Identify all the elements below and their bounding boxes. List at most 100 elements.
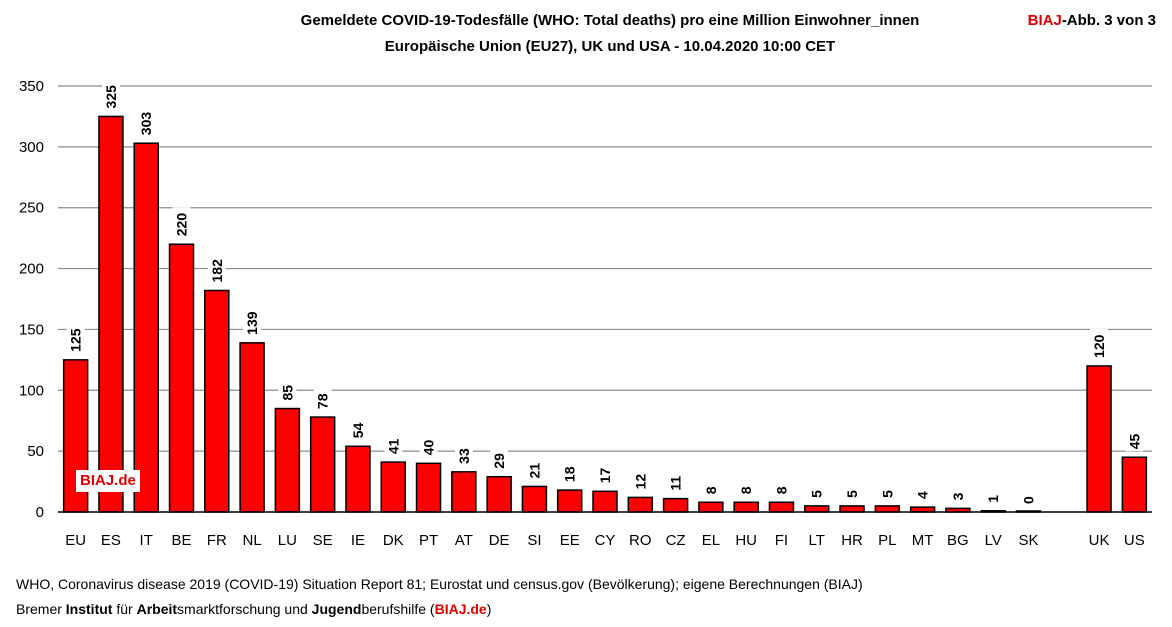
value-label: 8 [703, 486, 719, 494]
y-tick-label: 200 [19, 261, 44, 278]
bar [521, 485, 548, 513]
value-label: 21 [526, 463, 542, 479]
category-label: PL [878, 532, 896, 549]
value-label-bg [807, 486, 826, 500]
y-tick-label: 150 [19, 321, 44, 338]
y-tick-label: 250 [19, 200, 44, 217]
value-label: 0 [1020, 496, 1036, 504]
category-label: UK [1089, 532, 1110, 549]
bar [556, 489, 583, 513]
value-label: 5 [879, 490, 895, 498]
category-label: EL [702, 532, 720, 549]
value-label-bg [701, 483, 720, 497]
bar [168, 243, 195, 513]
value-label: 220 [174, 213, 190, 237]
bar [874, 505, 901, 513]
value-label: 325 [103, 85, 119, 109]
bar [662, 497, 689, 513]
value-label-bg [737, 483, 756, 497]
watermark-brand: BIAJ.de [76, 470, 140, 492]
category-label: BG [947, 532, 969, 549]
category-label: AT [455, 532, 473, 549]
value-label: 303 [138, 112, 154, 136]
value-label-bg [913, 488, 932, 502]
category-label: SK [1018, 532, 1038, 549]
bar [451, 471, 477, 513]
value-label: 29 [491, 453, 507, 469]
value-label-bg [419, 435, 438, 458]
value-label-bg [207, 253, 226, 285]
value-label: 4 [915, 491, 931, 499]
value-label: 54 [350, 422, 366, 438]
category-label: CY [595, 532, 616, 549]
y-tick-label: 300 [19, 139, 44, 156]
category-label: SE [313, 532, 333, 549]
value-label-bg [1019, 493, 1038, 506]
category-label: SI [527, 532, 541, 549]
value-label-bg [384, 434, 403, 457]
value-label-bg [348, 418, 367, 441]
value-label: 182 [209, 259, 225, 283]
value-label-bg [490, 448, 509, 471]
value-label: 12 [632, 474, 648, 490]
category-label: PT [419, 532, 438, 549]
source-note: WHO, Coronavirus disease 2019 (COVID-19)… [16, 576, 863, 592]
value-label-bg [313, 389, 332, 412]
abb-brand: BIAJ [1027, 12, 1062, 29]
category-label: LU [278, 532, 297, 549]
bar [486, 475, 512, 513]
category-label: US [1124, 532, 1145, 549]
value-label: 78 [315, 393, 331, 409]
value-label-bg [137, 106, 156, 138]
value-label-bg [243, 305, 262, 337]
value-label-bg [525, 458, 544, 481]
category-label: DK [383, 532, 404, 549]
value-label-bg [1090, 328, 1109, 360]
org-part: Bremer [16, 601, 66, 617]
value-label-bg [878, 486, 897, 500]
value-label-bg [172, 207, 191, 239]
value-label: 120 [1091, 334, 1107, 358]
y-tick-label: 50 [27, 443, 44, 460]
bar [627, 496, 654, 513]
category-label: CZ [666, 532, 686, 549]
category-label: ES [101, 532, 121, 549]
abb-rest: -Abb. 3 von 3 [1061, 12, 1156, 29]
value-label-bg [843, 486, 862, 500]
bar [415, 462, 442, 513]
value-label-bg [948, 489, 967, 503]
value-label-bg [666, 470, 685, 493]
bar [1086, 365, 1112, 513]
category-label: LT [809, 532, 825, 549]
org-part: ) [486, 601, 492, 617]
category-label: FI [775, 532, 788, 549]
category-label: LV [985, 532, 1002, 549]
value-label-bg [454, 443, 473, 466]
value-label: 45 [1126, 433, 1142, 449]
value-label-bg [278, 380, 297, 403]
category-label: BE [172, 532, 192, 549]
org-part: Jugend [311, 601, 362, 617]
value-label-bg [596, 463, 614, 486]
bar [204, 289, 230, 513]
value-label: 3 [950, 492, 966, 500]
bar [733, 501, 759, 513]
value-label: 8 [773, 486, 789, 494]
bar [592, 490, 618, 513]
value-label-bg [560, 462, 579, 485]
bar [239, 342, 265, 513]
value-label: 8 [738, 486, 754, 494]
bar [274, 407, 301, 513]
bar [133, 142, 159, 513]
value-label: 5 [809, 490, 825, 498]
category-label: EE [560, 532, 580, 549]
value-label-bg [1125, 429, 1144, 452]
bar [839, 505, 865, 513]
value-label: 139 [244, 311, 260, 335]
y-tick-label: 100 [19, 382, 44, 399]
org-part: berufshilfe ( [361, 601, 435, 617]
category-label: MT [912, 532, 934, 549]
value-label-bg [66, 322, 85, 354]
org-part: Institut [65, 601, 113, 617]
